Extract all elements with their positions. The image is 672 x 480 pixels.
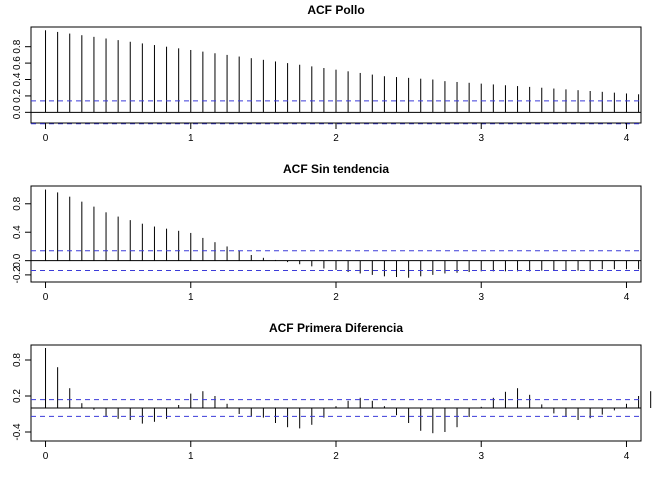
plot-frame: [30, 344, 642, 442]
y-tick-label: 0.4: [12, 72, 23, 86]
x-tick-label: 2: [333, 292, 339, 303]
x-tick-label: 3: [478, 133, 484, 144]
panel-pollo: ACF Pollo 0 1 2 3 4 0.0 0.2 0.4 0.6 0.8: [12, 3, 642, 144]
x-tick-label: 0: [43, 292, 49, 303]
x-tick-label: 3: [478, 451, 484, 462]
plot-area: 0 1 2 3 4 -0.20.0 0.4 0.8: [12, 185, 642, 303]
x-tick-label: 2: [333, 451, 339, 462]
x-tick-label: 1: [188, 451, 194, 462]
x-tick-label: 1: [188, 133, 194, 144]
y-tick-label: 0.6: [12, 56, 23, 70]
y-tick-label: -0.4: [12, 423, 23, 441]
y-tick-label: 0.0: [12, 105, 23, 119]
panel-title: ACF Pollo: [307, 3, 364, 17]
plot-area: 0 1 2 3 4 -0.4 0.2 0.8: [12, 344, 652, 462]
x-tick-label: 4: [624, 292, 630, 303]
plot-area: 0 1 2 3 4 0.0 0.2 0.4 0.6 0.8: [12, 26, 642, 144]
y-tick-label: -0.2: [12, 266, 23, 284]
y-tick-label: 0.0: [12, 253, 23, 267]
x-tick-label: 4: [624, 451, 630, 462]
panel-title: ACF Primera Diferencia: [269, 321, 403, 335]
y-tick-label: 0.4: [12, 225, 23, 239]
x-tick-label: 0: [43, 451, 49, 462]
y-tick-label: 0.8: [12, 39, 23, 53]
x-tick-label: 4: [624, 133, 630, 144]
panel-sin-tendencia: ACF Sin tendencia 0 1 2 3 4 -0.20.0 0.4 0.8: [12, 162, 642, 303]
x-tick-label: 2: [333, 133, 339, 144]
y-tick-label: 0.2: [12, 89, 23, 103]
panel-primera-diferencia: ACF Primera Diferencia 0 1 2 3 4 -0.4 0.2 0.8: [12, 321, 652, 462]
y-tick-label: 0.8: [12, 353, 23, 367]
x-tick-label: 3: [478, 292, 484, 303]
y-tick-label: 0.2: [12, 389, 23, 403]
panel-title: ACF Sin tendencia: [283, 162, 389, 176]
x-tick-label: 0: [43, 133, 49, 144]
y-tick-label: 0.8: [12, 196, 23, 210]
x-tick-label: 1: [188, 292, 194, 303]
